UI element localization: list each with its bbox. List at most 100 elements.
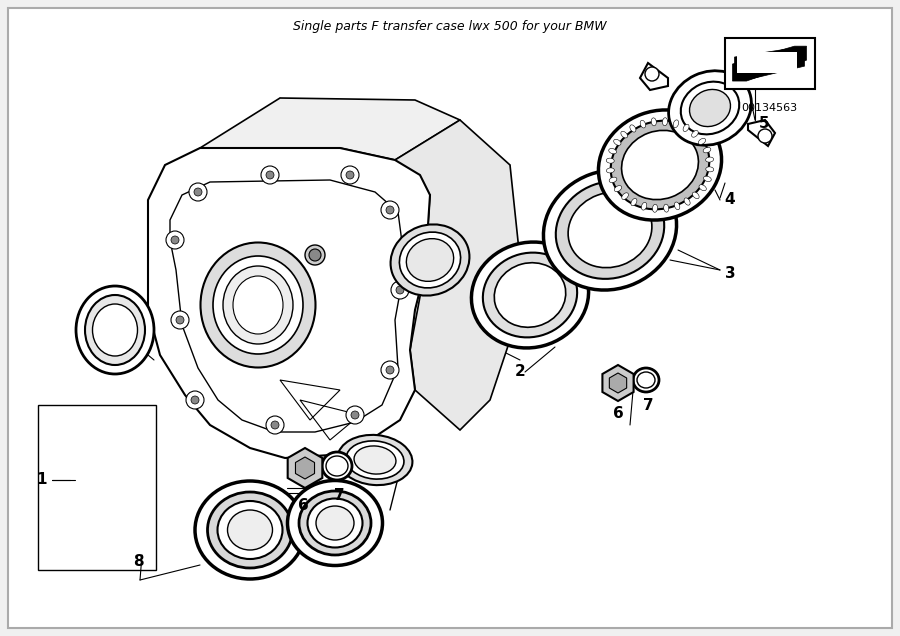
Ellipse shape: [692, 192, 699, 198]
Text: 6: 6: [298, 499, 309, 513]
Ellipse shape: [684, 198, 690, 205]
Ellipse shape: [630, 125, 636, 132]
Ellipse shape: [482, 252, 577, 337]
Ellipse shape: [494, 263, 566, 328]
Circle shape: [191, 396, 199, 404]
Ellipse shape: [689, 90, 731, 127]
Ellipse shape: [637, 372, 655, 388]
Circle shape: [305, 245, 325, 265]
Polygon shape: [148, 148, 430, 458]
Ellipse shape: [706, 157, 714, 162]
Ellipse shape: [326, 456, 348, 476]
Ellipse shape: [85, 295, 145, 365]
Polygon shape: [200, 98, 460, 160]
Ellipse shape: [354, 446, 396, 474]
Circle shape: [346, 406, 364, 424]
Text: 1: 1: [37, 473, 47, 488]
Ellipse shape: [208, 492, 292, 568]
Ellipse shape: [608, 148, 617, 154]
Ellipse shape: [322, 452, 352, 480]
Polygon shape: [640, 63, 668, 90]
Ellipse shape: [706, 167, 714, 172]
Text: 7: 7: [334, 488, 345, 504]
Text: Single parts F transfer case lwx 500 for your BMW: Single parts F transfer case lwx 500 for…: [293, 20, 607, 33]
Ellipse shape: [642, 202, 647, 210]
Circle shape: [266, 171, 274, 179]
Circle shape: [171, 311, 189, 329]
Polygon shape: [609, 373, 626, 393]
Text: 5: 5: [759, 116, 769, 130]
Text: 00134563: 00134563: [742, 103, 797, 113]
Ellipse shape: [640, 120, 645, 128]
Ellipse shape: [391, 225, 470, 296]
Ellipse shape: [614, 139, 621, 145]
Polygon shape: [295, 457, 314, 479]
Circle shape: [341, 166, 359, 184]
Ellipse shape: [699, 184, 707, 191]
Ellipse shape: [316, 506, 354, 540]
Circle shape: [176, 316, 184, 324]
Ellipse shape: [622, 193, 628, 200]
Ellipse shape: [652, 204, 658, 212]
Circle shape: [645, 67, 659, 81]
Circle shape: [309, 249, 321, 261]
Ellipse shape: [544, 170, 677, 290]
Ellipse shape: [663, 204, 669, 212]
Circle shape: [386, 206, 394, 214]
Ellipse shape: [615, 186, 622, 191]
Circle shape: [381, 201, 399, 219]
Bar: [736, 52, 796, 73]
Ellipse shape: [218, 501, 283, 559]
Circle shape: [266, 416, 284, 434]
Ellipse shape: [287, 481, 382, 565]
Ellipse shape: [698, 139, 706, 144]
Ellipse shape: [213, 256, 303, 354]
Polygon shape: [734, 48, 805, 79]
Ellipse shape: [228, 510, 273, 550]
Circle shape: [171, 236, 179, 244]
Text: 6: 6: [613, 406, 624, 420]
Ellipse shape: [346, 441, 404, 479]
Ellipse shape: [195, 481, 305, 579]
Ellipse shape: [568, 192, 652, 268]
Circle shape: [166, 231, 184, 249]
Ellipse shape: [673, 120, 679, 128]
Polygon shape: [602, 365, 634, 401]
Ellipse shape: [472, 242, 589, 348]
Ellipse shape: [556, 181, 664, 279]
Circle shape: [194, 188, 202, 196]
Ellipse shape: [223, 266, 293, 344]
Ellipse shape: [662, 118, 668, 126]
Ellipse shape: [609, 177, 617, 183]
Ellipse shape: [76, 286, 154, 374]
Ellipse shape: [704, 176, 711, 181]
Text: 3: 3: [724, 265, 735, 280]
Text: 8: 8: [132, 555, 143, 569]
Text: 4: 4: [724, 193, 735, 207]
Polygon shape: [748, 120, 775, 146]
Ellipse shape: [299, 491, 371, 555]
Ellipse shape: [631, 198, 637, 206]
Circle shape: [261, 166, 279, 184]
Polygon shape: [395, 120, 520, 430]
Circle shape: [396, 286, 404, 294]
Circle shape: [381, 361, 399, 379]
Ellipse shape: [680, 81, 739, 134]
Ellipse shape: [93, 304, 138, 356]
Ellipse shape: [622, 130, 698, 200]
Ellipse shape: [338, 435, 412, 485]
Ellipse shape: [607, 168, 615, 173]
Bar: [724, 38, 814, 89]
Circle shape: [386, 366, 394, 374]
Circle shape: [271, 421, 279, 429]
Polygon shape: [288, 448, 322, 488]
Text: 2: 2: [515, 364, 526, 380]
Ellipse shape: [691, 130, 698, 137]
Circle shape: [346, 171, 354, 179]
Ellipse shape: [400, 232, 461, 288]
Ellipse shape: [308, 499, 363, 548]
Ellipse shape: [633, 368, 659, 392]
Ellipse shape: [621, 131, 627, 138]
Circle shape: [758, 129, 772, 143]
Text: 7: 7: [643, 398, 653, 413]
